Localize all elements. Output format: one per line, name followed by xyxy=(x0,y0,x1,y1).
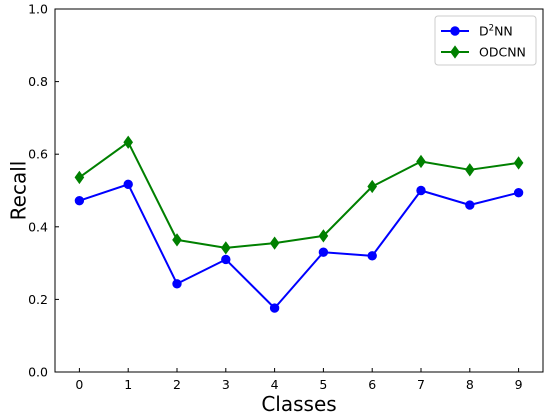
series-layer xyxy=(74,135,524,313)
x-tick-label: 2 xyxy=(173,377,181,392)
data-point xyxy=(172,233,182,247)
x-tick-label: 5 xyxy=(319,377,327,392)
series-line xyxy=(78,141,519,249)
series-d2nn xyxy=(74,179,524,313)
data-point xyxy=(513,156,524,170)
data-point xyxy=(220,241,231,255)
data-point xyxy=(465,200,475,210)
x-tick-label: 8 xyxy=(466,377,474,392)
x-tick-label: 1 xyxy=(124,377,132,392)
data-point xyxy=(367,251,377,261)
legend-label: D2NN xyxy=(479,24,513,39)
plot-frame xyxy=(54,8,544,373)
x-tick-label: 0 xyxy=(75,377,83,392)
data-point xyxy=(318,229,329,243)
x-tick-label: 6 xyxy=(368,377,376,392)
x-tick-label: 3 xyxy=(222,377,230,392)
y-tick-label: 0.8 xyxy=(28,74,48,89)
data-point xyxy=(513,187,524,198)
series-odcnn xyxy=(74,135,524,255)
x-axis-title: Classes xyxy=(261,392,336,416)
data-point xyxy=(318,247,329,257)
data-point xyxy=(464,163,475,177)
data-point xyxy=(123,179,133,190)
data-point xyxy=(123,135,134,149)
series-line xyxy=(79,183,519,310)
y-tick-label: 0.6 xyxy=(28,147,48,162)
y-tick-label: 0.2 xyxy=(28,292,48,307)
data-point xyxy=(172,279,182,289)
legend: D2NN ODCNN xyxy=(434,15,537,66)
legend-marker xyxy=(450,26,460,36)
legend-marker xyxy=(450,45,460,59)
data-point xyxy=(74,195,85,206)
data-point xyxy=(269,236,280,250)
y-axis-title: Recall xyxy=(7,161,31,221)
data-point xyxy=(269,303,280,313)
data-point xyxy=(367,179,378,194)
data-point xyxy=(416,185,426,196)
data-point xyxy=(221,254,231,265)
x-tick-label: 4 xyxy=(271,377,279,392)
legend-item: D2NN xyxy=(441,24,513,39)
legend-label: ODCNN xyxy=(479,45,526,60)
data-point xyxy=(416,154,426,169)
y-tick-label: 0.0 xyxy=(28,365,48,380)
data-point xyxy=(74,170,85,185)
y-axis-ticks: 0.0 0.2 0.4 0.6 0.8 1.0 xyxy=(28,2,59,380)
x-axis-ticks: 0 1 2 3 4 5 6 7 8 9 xyxy=(75,368,523,392)
legend-item: ODCNN xyxy=(441,45,526,60)
x-tick-label: 9 xyxy=(515,377,523,392)
y-tick-label: 1.0 xyxy=(28,2,48,17)
y-tick-label: 0.4 xyxy=(28,219,48,234)
x-tick-label: 7 xyxy=(417,377,425,392)
